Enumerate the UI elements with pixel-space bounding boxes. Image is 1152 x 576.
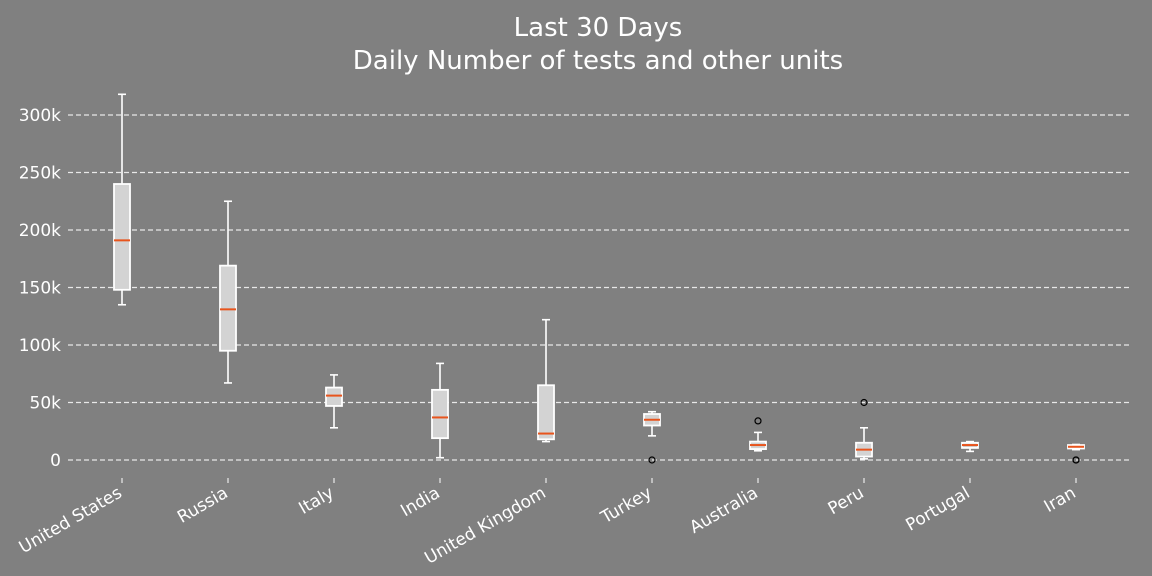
box-united-states bbox=[113, 93, 131, 306]
outlier-point bbox=[860, 398, 868, 407]
x-tick-label: Turkey bbox=[597, 483, 656, 528]
y-tick-label: 50k bbox=[30, 394, 62, 414]
outlier-point bbox=[648, 456, 656, 464]
iqr-box bbox=[325, 386, 343, 407]
y-tick-label: 200k bbox=[19, 221, 61, 241]
x-tick-label: Russia bbox=[174, 483, 231, 528]
box-peru bbox=[855, 398, 873, 460]
box-portugal bbox=[961, 440, 979, 453]
y-gridlines bbox=[68, 114, 1130, 461]
outlier-point bbox=[754, 417, 762, 425]
x-tick-label: Australia bbox=[686, 483, 761, 538]
y-tick-label: 250k bbox=[19, 164, 61, 184]
box-iran bbox=[1067, 443, 1085, 464]
box-series bbox=[113, 93, 1085, 464]
y-tick-label: 300k bbox=[19, 106, 61, 126]
y-tick-label: 100k bbox=[19, 336, 61, 356]
box-italy bbox=[325, 374, 343, 429]
y-tick-label: 0 bbox=[50, 451, 61, 471]
box-india bbox=[431, 362, 449, 459]
x-tick-label: India bbox=[397, 483, 443, 521]
x-tick-label: Iran bbox=[1041, 483, 1080, 517]
x-tick-label: Portugal bbox=[903, 483, 974, 536]
chart-title-line1: Last 30 Days bbox=[514, 13, 683, 43]
x-tick-label: Peru bbox=[825, 483, 868, 519]
chart-title-line2: Daily Number of tests and other units bbox=[353, 46, 843, 76]
iqr-box bbox=[537, 384, 555, 441]
iqr-box bbox=[431, 388, 449, 440]
iqr-box bbox=[219, 264, 237, 352]
box-turkey bbox=[643, 410, 661, 464]
x-tick-label: Italy bbox=[296, 483, 338, 519]
box-united-kingdom bbox=[537, 318, 555, 443]
y-tick-label: 150k bbox=[19, 279, 61, 299]
box-australia bbox=[749, 417, 767, 452]
x-tick-label: United States bbox=[16, 483, 126, 558]
box-russia bbox=[219, 200, 237, 384]
y-axis-tick-labels: 0 50k 100k 150k 200k 250k 300k bbox=[19, 106, 61, 471]
outlier-point bbox=[1072, 456, 1080, 464]
iqr-box bbox=[113, 183, 131, 291]
